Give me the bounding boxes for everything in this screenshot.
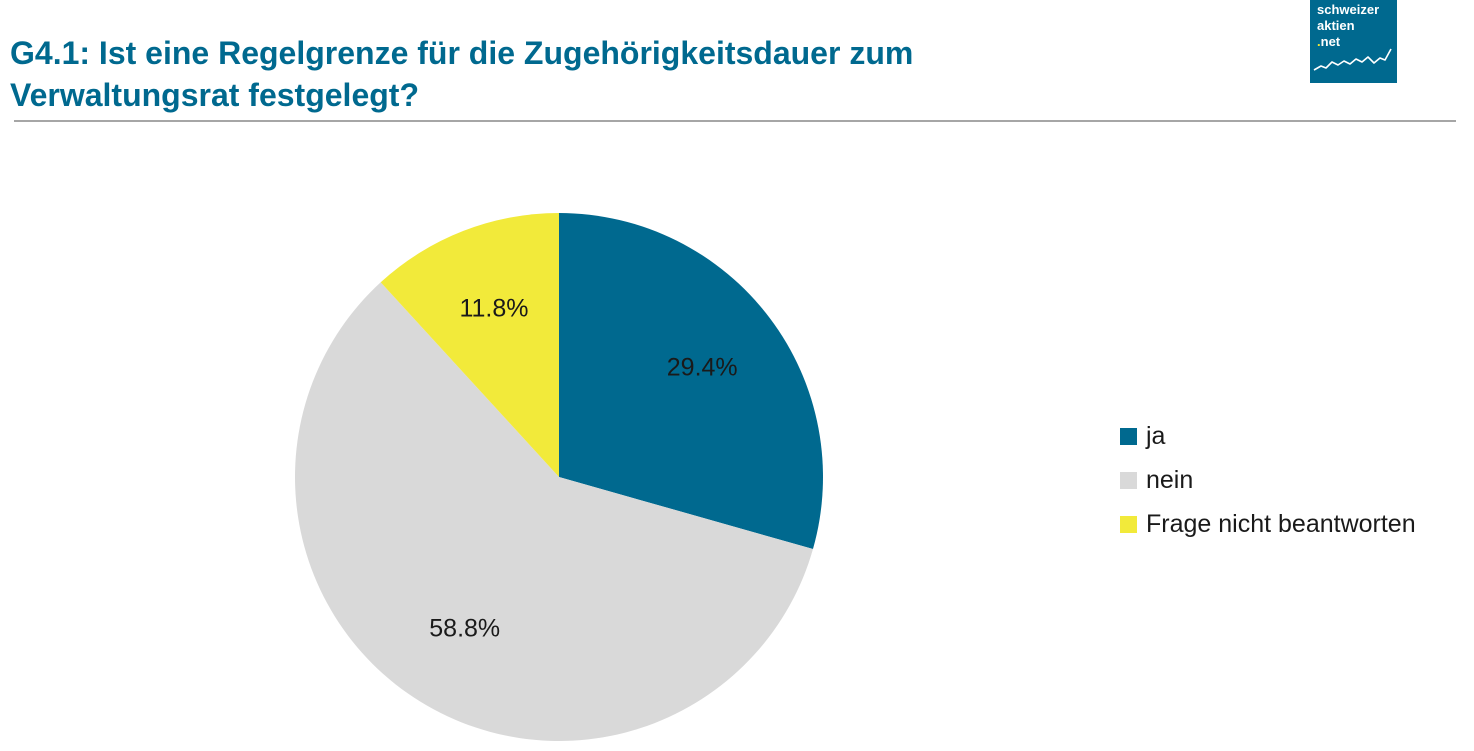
logo-line-3: .net — [1317, 34, 1397, 50]
logo-line-2: aktien — [1317, 18, 1355, 33]
data-label-ja: 29.4% — [667, 353, 738, 381]
logo-dot: . — [1317, 34, 1321, 49]
title-line-1: G4.1: Ist eine Regelgrenze für die Zugeh… — [10, 35, 914, 71]
data-label-nein: 58.8% — [429, 614, 500, 642]
legend-label: nein — [1146, 465, 1194, 494]
pie-slice-nein — [294, 282, 813, 741]
legend-item-nein: nein — [1120, 458, 1416, 502]
logo-line-3-text: net — [1320, 34, 1341, 49]
legend-item-ja: ja — [1120, 414, 1416, 458]
stock-line-icon — [1313, 48, 1392, 71]
pie-slice-ja — [559, 213, 823, 550]
pie-slice-frage-nicht-beantworten — [380, 213, 559, 477]
title-divider — [14, 120, 1456, 122]
brand-logo: schweizer aktien .net — [1310, 0, 1397, 83]
legend-label: Frage nicht beantworten — [1146, 509, 1416, 538]
legend-label: ja — [1146, 421, 1166, 450]
legend-swatch — [1120, 471, 1137, 489]
title-line-2: Verwaltungsrat festgelegt? — [10, 77, 419, 113]
page-title: G4.1: Ist eine Regelgrenze für die Zugeh… — [10, 32, 1210, 116]
legend-swatch — [1120, 515, 1137, 533]
chart-legend: ja nein Frage nicht beantworten — [1120, 414, 1416, 546]
legend-item-frage-nicht-beantworten: Frage nicht beantworten — [1120, 502, 1416, 546]
data-label-frage-nicht-beantworten: 11.8% — [459, 294, 528, 322]
legend-swatch — [1120, 427, 1137, 445]
logo-line-1: schweizer — [1317, 2, 1380, 17]
